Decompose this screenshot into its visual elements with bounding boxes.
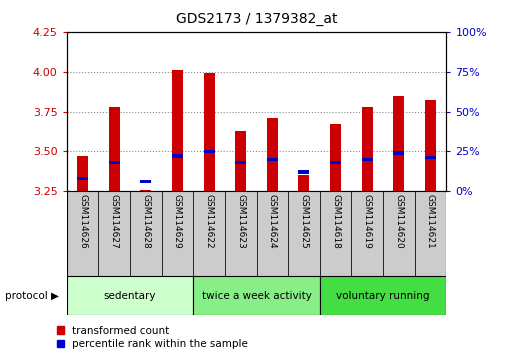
Bar (267, 158, 278, 161)
Text: GSM114628: GSM114628 (141, 194, 150, 249)
Text: GDS2173 / 1379382_at: GDS2173 / 1379382_at (176, 12, 337, 27)
FancyBboxPatch shape (415, 191, 446, 276)
FancyBboxPatch shape (98, 191, 130, 276)
Bar (393, 96, 404, 191)
Bar (299, 170, 309, 174)
Text: GSM114626: GSM114626 (78, 194, 87, 249)
Text: GSM114619: GSM114619 (363, 194, 372, 249)
Bar (362, 158, 373, 161)
Bar (425, 101, 436, 191)
Bar (109, 161, 120, 164)
FancyBboxPatch shape (193, 191, 225, 276)
FancyBboxPatch shape (288, 191, 320, 276)
Text: GSM114627: GSM114627 (110, 194, 119, 249)
Bar (204, 150, 214, 153)
Text: protocol ▶: protocol ▶ (5, 291, 59, 301)
Text: twice a week activity: twice a week activity (202, 291, 311, 301)
FancyBboxPatch shape (225, 191, 256, 276)
Bar (267, 118, 278, 191)
Bar (330, 161, 341, 164)
FancyBboxPatch shape (351, 191, 383, 276)
Bar (393, 151, 404, 155)
Legend: transformed count, percentile rank within the sample: transformed count, percentile rank withi… (56, 326, 248, 349)
FancyBboxPatch shape (67, 276, 193, 315)
Text: GSM114622: GSM114622 (205, 194, 213, 249)
Bar (77, 156, 88, 191)
FancyBboxPatch shape (130, 191, 162, 276)
Bar (77, 177, 88, 180)
Text: GSM114618: GSM114618 (331, 194, 340, 249)
Bar (330, 124, 341, 191)
Bar (140, 180, 151, 183)
Text: GSM114629: GSM114629 (173, 194, 182, 249)
Bar (425, 156, 436, 159)
FancyBboxPatch shape (162, 191, 193, 276)
Bar (235, 131, 246, 191)
FancyBboxPatch shape (193, 276, 320, 315)
Text: GSM114624: GSM114624 (268, 194, 277, 249)
Bar (299, 175, 309, 191)
Text: GSM114620: GSM114620 (394, 194, 403, 249)
FancyBboxPatch shape (320, 191, 351, 276)
Text: sedentary: sedentary (104, 291, 156, 301)
FancyBboxPatch shape (383, 191, 415, 276)
Text: voluntary running: voluntary running (337, 291, 430, 301)
Text: GSM114623: GSM114623 (236, 194, 245, 249)
FancyBboxPatch shape (320, 276, 446, 315)
Bar (109, 107, 120, 191)
Text: GSM114625: GSM114625 (300, 194, 308, 249)
Bar (204, 73, 214, 191)
Bar (362, 107, 373, 191)
FancyBboxPatch shape (256, 191, 288, 276)
Bar (172, 70, 183, 191)
Bar (172, 154, 183, 158)
FancyBboxPatch shape (67, 191, 98, 276)
Bar (235, 161, 246, 164)
Text: GSM114621: GSM114621 (426, 194, 435, 249)
Bar (140, 190, 151, 191)
